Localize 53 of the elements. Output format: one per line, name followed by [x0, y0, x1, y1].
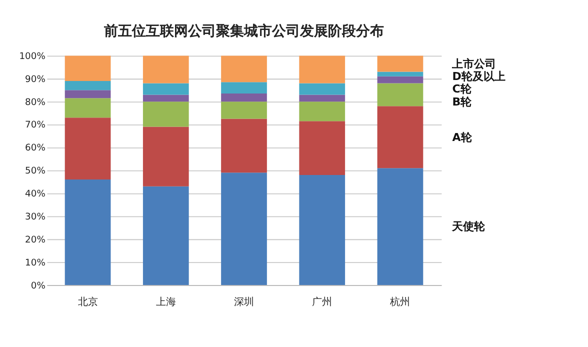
bar — [221, 82, 267, 94]
bar — [377, 83, 424, 106]
y-tick-label: 80% — [25, 96, 46, 108]
bar — [377, 168, 424, 286]
x-tick-label: 北京 — [78, 296, 98, 308]
bar — [299, 102, 346, 122]
bar — [64, 56, 111, 81]
y-tick-label: 100% — [19, 50, 46, 62]
text: C轮 — [452, 82, 472, 96]
y-tick-label: 90% — [25, 74, 46, 85]
bar — [142, 94, 189, 102]
bar — [299, 56, 346, 84]
bar — [142, 56, 189, 84]
bar — [377, 56, 424, 72]
y-tick-label: 20% — [25, 234, 46, 246]
text: 天使轮 — [451, 220, 486, 234]
bar — [377, 72, 424, 76]
bar — [142, 186, 189, 286]
bar — [221, 94, 267, 102]
bar — [142, 102, 189, 127]
bar — [299, 94, 346, 102]
y-tick-label: 0% — [30, 280, 46, 292]
text: D轮及以上 — [452, 70, 506, 84]
chart-title: 前五位互联网公司聚集城市公司发展阶段分布 — [103, 22, 384, 40]
bar — [221, 118, 267, 173]
text: A轮 — [452, 130, 473, 144]
bar — [221, 172, 267, 286]
bar — [221, 102, 267, 119]
bar — [299, 174, 346, 286]
y-tick-label: 40% — [25, 188, 46, 200]
bar — [299, 83, 346, 95]
bar — [142, 126, 189, 186]
bar — [299, 121, 346, 175]
bar — [64, 98, 111, 118]
bar — [377, 76, 424, 84]
x-tick-label: 广州 — [312, 296, 332, 308]
bar — [377, 106, 424, 168]
y-tick-label: 60% — [25, 142, 46, 154]
bar — [64, 180, 111, 286]
y-tick-label: 70% — [25, 120, 46, 131]
y-tick-label: 10% — [25, 257, 46, 268]
bar — [64, 80, 111, 90]
bar — [221, 56, 267, 82]
y-tick-label: 30% — [25, 211, 46, 222]
x-tick-label: 深圳 — [234, 296, 254, 308]
bar — [64, 90, 111, 98]
bar — [64, 118, 111, 180]
x-tick-label: 杭州 — [389, 296, 410, 308]
y-tick-label: 50% — [25, 166, 46, 177]
text: B轮 — [452, 95, 473, 108]
bar — [142, 83, 189, 95]
x-tick-label: 上海 — [156, 296, 176, 308]
text: 上市公司 — [451, 57, 496, 70]
